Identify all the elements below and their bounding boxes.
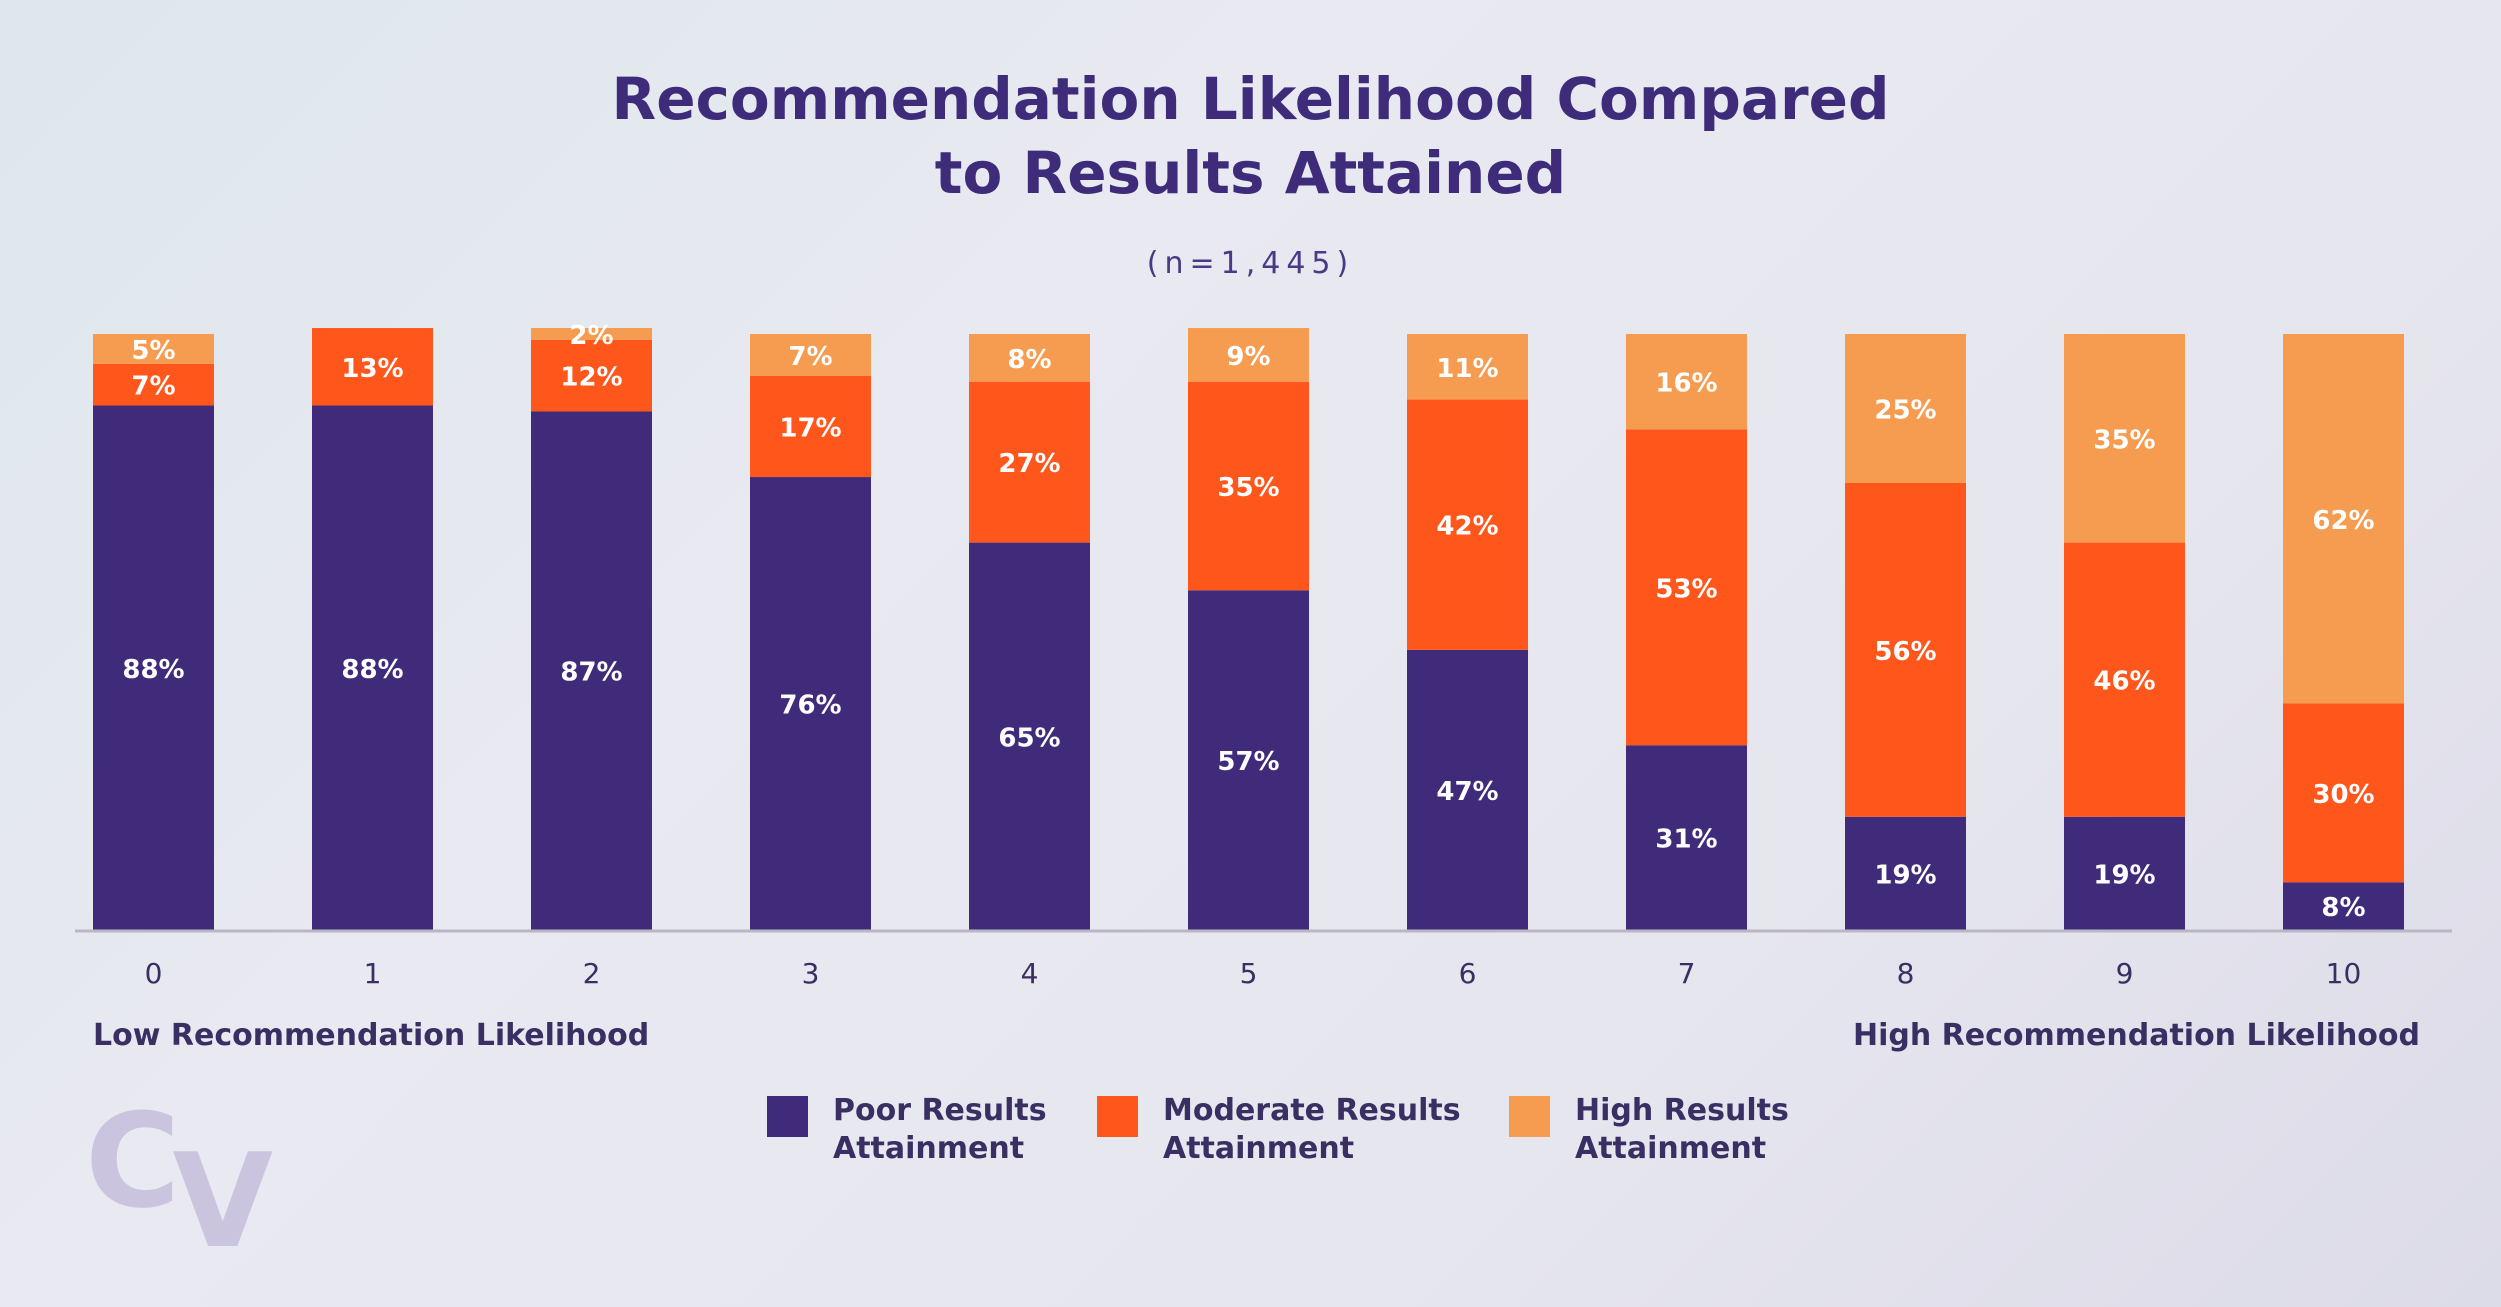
bar-segment <box>2283 882 2404 930</box>
data-label: 87% <box>560 658 622 688</box>
data-label: 11% <box>1436 354 1498 384</box>
x-tick-label: 7 <box>1678 957 1696 990</box>
legend-swatch-moderate <box>1097 1096 1138 1137</box>
stacked-bar-chart: 88%7%5%088%13%187%12%2%276%17%7%365%27%8… <box>75 321 2452 990</box>
data-label: 35% <box>1217 473 1279 503</box>
legend-swatch-high <box>1509 1096 1550 1137</box>
legend-label: Poor Results <box>833 1093 1047 1128</box>
data-label: 65% <box>998 723 1060 753</box>
chart-title: Recommendation Likelihood Compared to Re… <box>0 62 2501 210</box>
bar-segment <box>1407 649 1528 930</box>
x-tick-label: 4 <box>1021 957 1039 990</box>
bar-segment <box>531 411 652 931</box>
bar-segment <box>1188 328 1309 382</box>
data-label: 12% <box>560 363 622 393</box>
data-label: 16% <box>1655 369 1717 399</box>
bar-segment <box>93 334 214 364</box>
x-tick-label: 9 <box>2116 957 2134 990</box>
data-label: 7% <box>131 372 175 402</box>
bar-segment <box>2064 816 2185 930</box>
x-tick-label: 3 <box>802 957 820 990</box>
x-low-label: Low Recommendation Likelihood <box>93 1018 650 1053</box>
bar-segment <box>1626 429 1747 746</box>
data-label: 62% <box>2312 506 2374 536</box>
bar-segment <box>969 334 1090 382</box>
data-label: 35% <box>2093 425 2155 455</box>
chart-subtitle: (n=1,445) <box>1146 246 1355 281</box>
bar-segment <box>531 328 652 340</box>
bar-segment <box>1845 483 1966 817</box>
legend-swatch-poor <box>767 1096 808 1137</box>
legend-item-high: High Results Attainment <box>1509 1092 1875 1168</box>
title-line-2: to Results Attained <box>934 139 1567 207</box>
data-label: 25% <box>1874 396 1936 426</box>
x-tick-label: 1 <box>364 957 382 990</box>
x-tick-label: 0 <box>145 957 163 990</box>
data-label: 53% <box>1655 574 1717 604</box>
bar-segment <box>750 477 871 930</box>
bar-segment <box>2064 542 2185 817</box>
x-tick-label: 2 <box>583 957 601 990</box>
bar-segment <box>2283 703 2404 883</box>
bar-segment <box>1407 399 1528 650</box>
bar-segment <box>1626 334 1747 430</box>
legend-label: Attainment <box>1163 1131 1355 1166</box>
data-label: 30% <box>2312 780 2374 810</box>
legend-label: Moderate Results <box>1163 1093 1461 1128</box>
data-label: 8% <box>1007 345 1051 375</box>
data-label: 19% <box>1874 860 1936 890</box>
data-label: 2% <box>569 321 613 351</box>
cv-logo: CV <box>85 1085 273 1277</box>
bar-segment <box>1626 745 1747 930</box>
bar-segment <box>312 328 433 406</box>
x-high-label: High Recommendation Likelihood <box>1853 1018 2420 1053</box>
data-label: 57% <box>1217 747 1279 777</box>
bar-segment <box>2283 334 2404 704</box>
data-label: 7% <box>788 342 832 372</box>
x-tick-label: 5 <box>1240 957 1258 990</box>
data-label: 8% <box>2321 893 2365 923</box>
bar-segment <box>1845 334 1966 483</box>
legend-label: Attainment <box>833 1131 1025 1166</box>
bar-segment <box>750 375 871 478</box>
legend-label: Attainment <box>1575 1131 1767 1166</box>
data-label: 47% <box>1436 777 1498 807</box>
x-tick-label: 6 <box>1459 957 1477 990</box>
legend-item-poor: Poor Results Attainment <box>767 1092 1133 1168</box>
bar-segment <box>1188 381 1309 591</box>
bar-segment <box>2064 334 2185 543</box>
data-label: 46% <box>2093 667 2155 697</box>
x-tick-label: 8 <box>1897 957 1915 990</box>
title-line-1: Recommendation Likelihood Compared <box>611 65 1890 133</box>
data-label: 5% <box>131 336 175 366</box>
data-label: 88% <box>341 655 403 685</box>
x-tick-label: 10 <box>2326 957 2362 990</box>
data-label: 31% <box>1655 825 1717 855</box>
bar-segment <box>93 405 214 930</box>
bar-segment <box>969 381 1090 543</box>
data-label: 42% <box>1436 512 1498 542</box>
data-label: 13% <box>341 354 403 384</box>
data-label: 17% <box>779 413 841 443</box>
data-label: 19% <box>2093 860 2155 890</box>
legend-item-moderate: Moderate Results Attainment <box>1097 1092 1463 1168</box>
bar-segment <box>969 542 1090 930</box>
bar-segment <box>1407 334 1528 400</box>
bar-segment <box>1188 590 1309 930</box>
data-label: 27% <box>998 449 1060 479</box>
bar-segment <box>312 405 433 930</box>
legend-label: High Results <box>1575 1093 1789 1128</box>
bar-segment <box>531 339 652 412</box>
bar-segment <box>93 363 214 406</box>
data-label: 76% <box>779 691 841 721</box>
data-label: 88% <box>122 655 184 685</box>
data-label: 56% <box>1874 637 1936 667</box>
bar-segment <box>750 334 871 376</box>
data-label: 9% <box>1226 342 1270 372</box>
bar-segment <box>1845 816 1966 930</box>
